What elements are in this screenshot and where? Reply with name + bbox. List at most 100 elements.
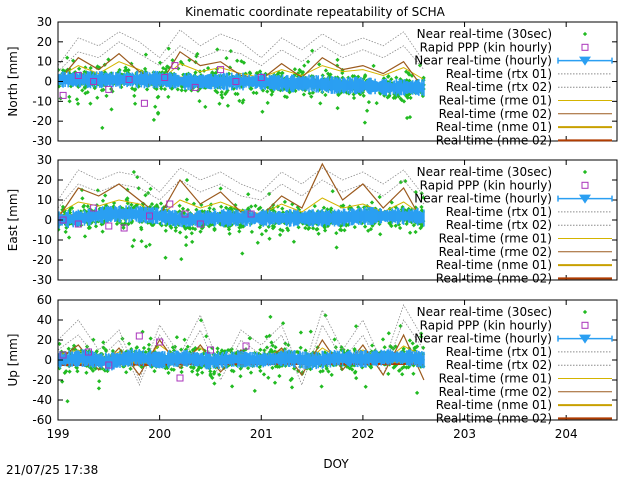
series-real-time-rtx-01	[58, 304, 425, 382]
rapid-ppp-point	[74, 72, 82, 79]
near-rt-30s-point	[377, 194, 382, 200]
near-rt-30s-point	[217, 101, 222, 106]
rapid-ppp-point	[217, 66, 225, 74]
x-axis-up: 199 200 201 202 203 204	[47, 300, 578, 441]
near-rt-30s-point	[419, 331, 424, 336]
near-rt-30s-point	[249, 86, 254, 91]
y-tick-label: 20	[37, 333, 52, 347]
near-rt-30s-point	[280, 321, 286, 326]
y-axis-up: -60 -40 -20 0 20 40 60	[32, 293, 617, 427]
near-rt-30s-point	[272, 380, 278, 385]
rapid-ppp-point	[196, 220, 204, 228]
near-rt-30s-point	[310, 226, 316, 231]
near-rt-30s-point	[147, 242, 152, 247]
chart-title: Kinematic coordinate repeatability of SC…	[185, 5, 446, 19]
near-rt-30s-point	[323, 92, 328, 98]
near-rt-30s-point	[223, 91, 228, 97]
near-rt-30s-point	[411, 223, 416, 228]
series-real-time-rme-01	[58, 344, 425, 367]
near-rt-30s-point	[270, 365, 275, 371]
near-rt-30s-point	[158, 201, 164, 206]
near-rt-30s-point	[187, 226, 193, 231]
series-real-time-rme-01	[58, 197, 425, 217]
rapid-ppp-point	[181, 210, 189, 218]
near-rt-30s-point	[121, 225, 126, 231]
near-rt-30s-point	[268, 347, 274, 353]
near-rt-30s-point	[382, 345, 387, 350]
near-rt-30s-point	[393, 223, 398, 228]
near-rt-30s-point	[342, 228, 347, 233]
near-rt-30s-point	[212, 227, 217, 233]
near-rt-30s-point	[100, 125, 105, 131]
near-rt-30s-point	[130, 86, 135, 91]
legend-label: Real-time (rtx 01)	[446, 67, 552, 81]
legend-north: Near real-time (30sec)Rapid PPP (kin hou…	[414, 27, 613, 147]
near-rt-30s-point	[282, 199, 288, 205]
near-rt-30s-point	[126, 341, 132, 346]
near-rt-30s-point	[190, 239, 195, 245]
rapid-ppp-point	[105, 222, 113, 230]
near-rt-30s-point	[93, 224, 99, 229]
rapid-ppp-point	[90, 78, 98, 85]
near-rt-30s-point	[400, 365, 405, 371]
x-tick-label: 202	[351, 427, 374, 441]
near-rt-30s-point	[291, 239, 297, 244]
near-rt-30s-point	[103, 193, 108, 198]
rapid-ppp-point	[166, 200, 174, 208]
near-rt-30s-point	[163, 67, 168, 72]
near-rt-30s-point	[155, 95, 160, 100]
near-rt-30s-point	[81, 203, 87, 208]
near-rt-30s-point	[86, 225, 91, 231]
legend-key-square	[581, 321, 589, 329]
near-rt-30s-point	[363, 384, 368, 389]
near-rt-30s-point	[257, 225, 262, 230]
near-rt-30s-point	[173, 228, 178, 233]
y-tick-label: 20	[37, 173, 52, 187]
legend-label: Near real-time (30sec)	[417, 165, 552, 179]
near-rt-30s-point	[389, 223, 394, 229]
rapid-ppp-point	[59, 91, 67, 99]
near-rt-30s-point	[88, 101, 93, 106]
near-rt-30s-point	[265, 100, 270, 106]
y-tick-label: -40	[32, 393, 52, 407]
near-rt-30s-point	[380, 337, 386, 342]
series-real-time-rme-02	[58, 333, 425, 381]
near-rt-30s-point	[259, 232, 265, 237]
near-rt-30s-point	[208, 373, 213, 378]
near-rt-30s-point	[335, 57, 340, 63]
series-real-time-rtx-01	[58, 167, 425, 201]
near-rt-30s-point	[143, 52, 149, 57]
near-rt-30s-point	[386, 331, 391, 336]
near-rt-30s-point	[80, 196, 85, 201]
near-rt-30s-point	[183, 242, 189, 248]
near-rt-30s-point	[151, 117, 157, 123]
near-rt-30s-point	[248, 370, 254, 375]
near-rt-30s-point	[227, 231, 232, 236]
y-tick-label: 10	[37, 193, 52, 207]
near-rt-30s-point	[400, 372, 405, 377]
near-rt-30s-point	[241, 98, 246, 103]
near-rt-30s-point	[264, 345, 270, 350]
rapid-ppp-point	[120, 224, 128, 232]
near-rt-30s-point	[237, 229, 242, 234]
near-rt-30s-point	[74, 97, 80, 102]
near-rt-30s-point	[323, 68, 329, 73]
series-real-time-rme-02	[58, 50, 425, 90]
legend-label: Real-time (rme 02)	[439, 385, 552, 399]
x-tick-label: 200	[148, 427, 171, 441]
near-rt-30s-point	[275, 364, 280, 369]
near-rt-30s-point	[333, 345, 338, 350]
near-rt-30s-point	[166, 46, 171, 51]
near-rt-30s-point	[334, 245, 339, 250]
near-rt-30s-point	[240, 251, 245, 256]
near-rt-30s-point	[195, 372, 200, 377]
legend-label: Real-time (rme 02)	[439, 107, 552, 121]
near-rt-30s-point	[163, 228, 168, 233]
near-rt-30s-point	[255, 240, 260, 245]
near-rt-30s-point	[179, 347, 184, 352]
near-rt-30s-point	[197, 98, 202, 104]
near-rt-30s-point	[361, 93, 366, 98]
near-rt-30s-point	[249, 229, 255, 235]
y-tick-label: 60	[37, 293, 52, 307]
